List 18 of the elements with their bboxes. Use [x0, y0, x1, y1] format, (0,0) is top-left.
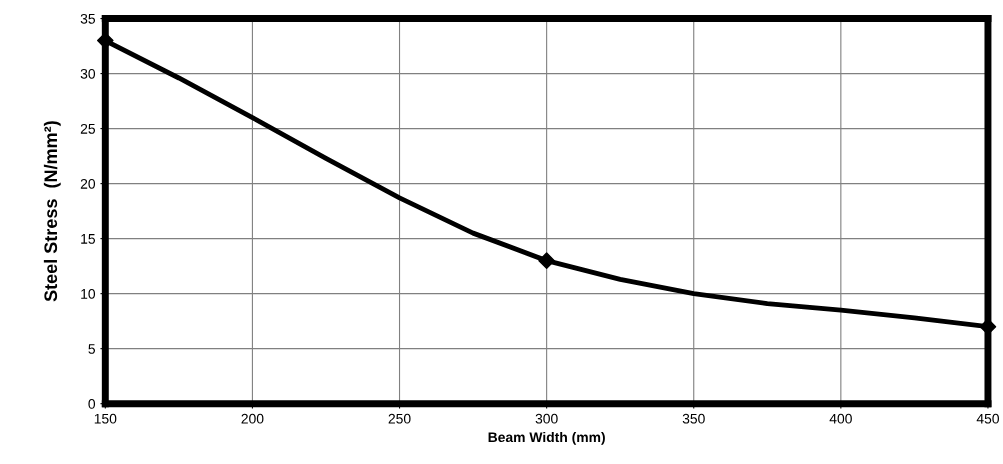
y-tick-label: 10	[81, 288, 96, 299]
y-tick-label: 35	[80, 13, 96, 24]
y-tick-label: 30	[80, 68, 96, 79]
x-axis-title: Beam Width (mm)	[488, 431, 605, 445]
y-tick-label: 0	[88, 399, 96, 409]
x-tick-label: 250	[388, 413, 411, 424]
x-tick-label: 150	[94, 413, 117, 424]
y-tick-label: 5	[88, 344, 96, 354]
y-tick-label: 25	[80, 123, 96, 134]
x-tick-label: 400	[829, 413, 852, 424]
y-axis-title: Steel Stress (N/mm²)	[43, 121, 61, 302]
y-tick-label: 15	[81, 234, 96, 244]
x-tick-label: 450	[976, 413, 999, 424]
y-tick-label: 20	[80, 178, 96, 189]
point	[538, 252, 555, 269]
x-tick-label: 200	[241, 413, 264, 424]
x-tick-label: 300	[535, 413, 558, 424]
x-tick-label: 350	[682, 413, 705, 424]
